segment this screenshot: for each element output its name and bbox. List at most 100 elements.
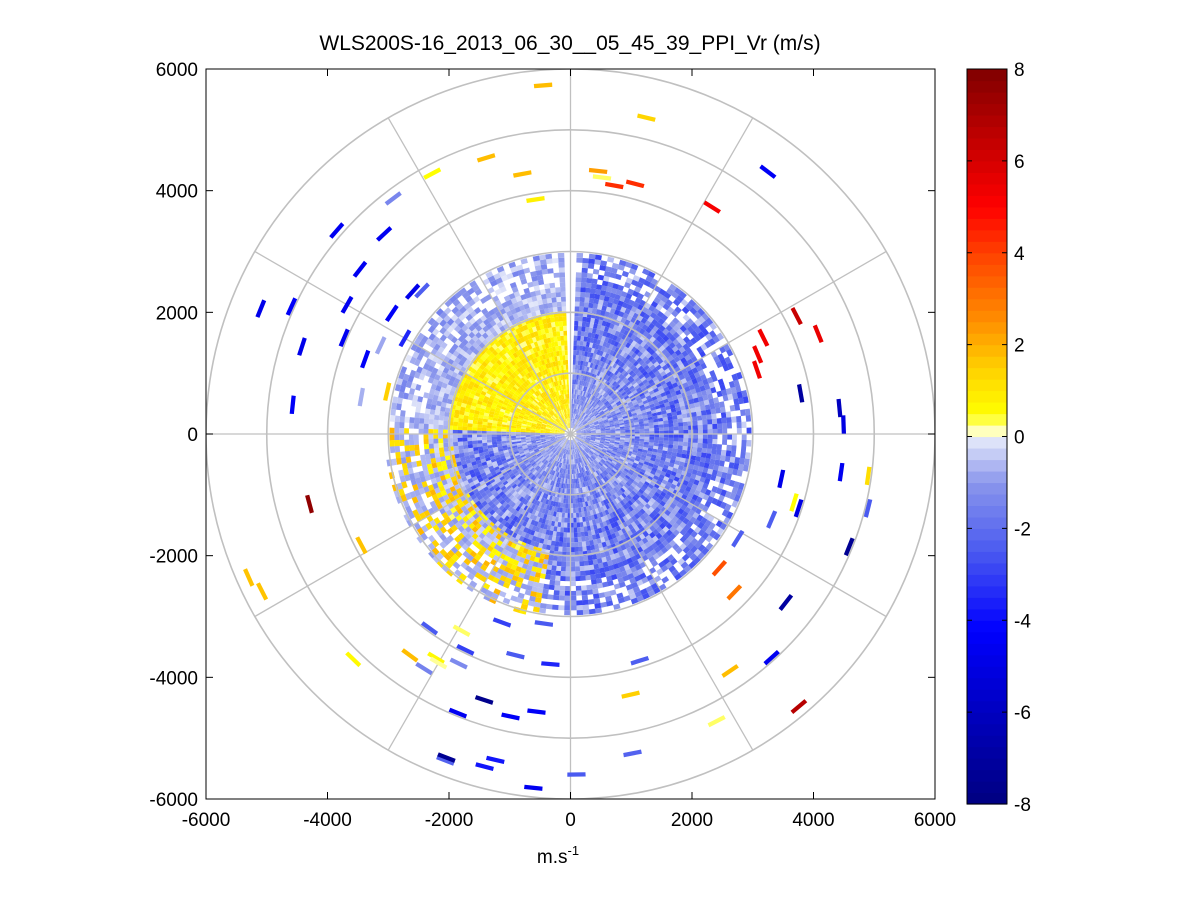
velocity-cell: [628, 268, 637, 275]
velocity-cell: [576, 335, 581, 341]
velocity-cell: [628, 356, 634, 363]
velocity-cell: [525, 307, 532, 314]
velocity-cell: [581, 418, 585, 423]
velocity-cell: [462, 437, 468, 442]
velocity-cell: [449, 295, 458, 303]
velocity-cell: [574, 419, 577, 424]
velocity-cell: [608, 420, 614, 423]
velocity-cell: [545, 363, 550, 369]
velocity-cell: [622, 346, 629, 353]
velocity-cell: [545, 415, 551, 419]
velocity-cell: [668, 426, 674, 431]
velocity-cell: [527, 391, 533, 396]
velocity-cell: [509, 342, 516, 349]
velocity-cell: [540, 359, 546, 366]
velocity-cell: [601, 405, 606, 410]
velocity-cell: [722, 422, 728, 429]
velocity-cell: [674, 306, 682, 314]
velocity-cell: [559, 277, 566, 283]
velocity-cell: [562, 394, 565, 400]
velocity-cell: [577, 422, 582, 427]
velocity-cell: [598, 394, 603, 400]
velocity-cell: [644, 392, 651, 398]
velocity-cell: [593, 298, 600, 305]
velocity-cell: [556, 365, 560, 371]
velocity-cell: [606, 348, 612, 355]
velocity-cell: [529, 376, 535, 382]
velocity-cell: [584, 326, 590, 333]
velocity-cell: [590, 578, 597, 585]
velocity-cell: [609, 424, 615, 428]
velocity-cell: [601, 305, 607, 312]
velocity-cell: [559, 400, 563, 406]
velocity-cell: [594, 369, 599, 376]
velocity-cell: [582, 316, 587, 322]
velocity-cell: [478, 335, 486, 343]
velocity-cell: [638, 418, 644, 422]
velocity-cell: [582, 360, 586, 367]
velocity-cell: [592, 323, 598, 329]
velocity-cell: [443, 329, 451, 338]
velocity-cell: [614, 330, 621, 337]
velocity-cell: [574, 403, 576, 409]
velocity-cell: [549, 411, 554, 416]
velocity-cell: [731, 416, 737, 423]
velocity-cell: [548, 377, 552, 384]
velocity-cell: [541, 343, 547, 350]
velocity-cell: [587, 382, 591, 388]
velocity-cell: [482, 424, 488, 429]
velocity-cell: [574, 419, 577, 424]
velocity-cell: [503, 295, 511, 302]
velocity-cell: [693, 382, 700, 389]
velocity-cell: [660, 406, 666, 412]
velocity-cell: [596, 381, 601, 387]
velocity-cell: [579, 565, 585, 572]
velocity-cell: [400, 451, 406, 459]
velocity-cell: [477, 358, 484, 365]
velocity-cell: [584, 346, 589, 352]
velocity-cell: [683, 336, 691, 344]
velocity-cell: [630, 333, 637, 341]
velocity-cell: [479, 364, 486, 371]
velocity-cell: [561, 409, 565, 415]
velocity-cell: [562, 389, 565, 395]
velocity-cell: [575, 426, 580, 431]
velocity-cell: [467, 440, 473, 445]
velocity-cell: [658, 376, 665, 383]
velocity-cell: [588, 412, 594, 417]
velocity-cell: [657, 385, 664, 391]
velocity-cell: [642, 268, 650, 276]
velocity-cell: [741, 389, 748, 398]
velocity-cell: [571, 423, 573, 428]
velocity-cell: [575, 427, 580, 431]
velocity-cell: [535, 345, 541, 352]
velocity-cell: [683, 328, 691, 337]
velocity-cell: [537, 371, 543, 378]
velocity-cell: [638, 421, 644, 425]
velocity-cell: [486, 370, 493, 377]
velocity-cell: [524, 373, 530, 380]
velocity-cell: [587, 361, 591, 368]
velocity-cell: [423, 428, 429, 435]
velocity-cell: [620, 317, 627, 324]
velocity-cell: [546, 400, 551, 406]
velocity-cell: [589, 337, 595, 344]
velocity-cell: [644, 405, 651, 410]
velocity-cell: [480, 296, 488, 304]
velocity-cell: [550, 392, 555, 398]
velocity-cell: [580, 406, 584, 412]
velocity-cell: [546, 414, 551, 419]
velocity-cell: [602, 399, 608, 404]
velocity-cell: [687, 394, 694, 401]
velocity-cell: [587, 404, 592, 410]
velocity-cell: [589, 422, 594, 426]
velocity-cell: [607, 389, 612, 395]
velocity-cell: [418, 428, 424, 435]
velocity-cell: [590, 427, 596, 430]
velocity-cell: [607, 354, 613, 360]
velocity-cell: [659, 361, 666, 368]
velocity-cell: [584, 424, 590, 428]
velocity-cell: [404, 439, 410, 446]
velocity-cell: [562, 379, 566, 385]
velocity-cell: [443, 416, 449, 422]
